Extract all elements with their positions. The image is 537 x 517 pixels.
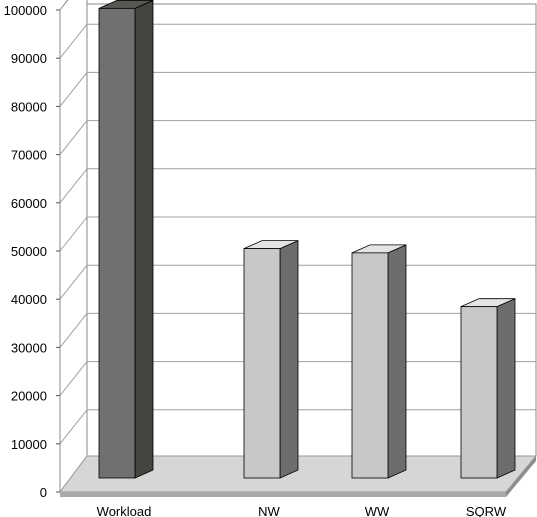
y-tick-label: 50000 bbox=[11, 244, 47, 259]
bars bbox=[98, 0, 516, 479]
x-category-label: SQRW bbox=[466, 504, 507, 517]
bar-ww bbox=[351, 244, 407, 479]
y-tick-label: 80000 bbox=[11, 99, 47, 114]
y-tick-label: 30000 bbox=[11, 340, 47, 355]
x-category-label: NW bbox=[258, 504, 280, 517]
bar-side bbox=[496, 298, 516, 479]
gridline-diagonal bbox=[59, 168, 88, 204]
gridline-diagonal bbox=[59, 264, 88, 300]
chart-floor bbox=[59, 455, 537, 497]
y-tick-label: 70000 bbox=[11, 148, 47, 163]
y-tick-label: 100000 bbox=[4, 3, 47, 18]
y-tick-label: 90000 bbox=[11, 51, 47, 66]
bar-front bbox=[243, 248, 281, 479]
bar-front bbox=[460, 306, 498, 479]
bar-side bbox=[279, 239, 299, 479]
bar-front bbox=[351, 252, 389, 479]
gridline-diagonal bbox=[59, 120, 88, 155]
x-category-label: Workload bbox=[97, 504, 152, 517]
bar-workload bbox=[98, 0, 154, 479]
gridline-diagonal bbox=[59, 0, 69, 11]
bar-sqrw bbox=[460, 298, 516, 479]
floor-edge-front bbox=[60, 492, 506, 497]
gridline-diagonal bbox=[59, 216, 88, 252]
gridline-diagonal bbox=[59, 23, 88, 59]
y-tick-label: 20000 bbox=[11, 389, 47, 404]
gridline-diagonal bbox=[59, 361, 88, 396]
y-tick-label: 0 bbox=[40, 485, 47, 500]
x-axis-labels: Workload NW WW SQRW bbox=[97, 504, 507, 517]
gridline-diagonal bbox=[59, 72, 88, 107]
bar-side bbox=[387, 244, 407, 479]
gridline-diagonal bbox=[59, 409, 88, 445]
x-category-label: WW bbox=[365, 504, 390, 517]
y-axis-ticks: 0 10000 20000 30000 40000 50000 60000 70000 8000… bbox=[4, 3, 47, 500]
y-tick-label: 10000 bbox=[11, 437, 47, 452]
bar-nw bbox=[243, 239, 299, 479]
y-tick-label: 60000 bbox=[11, 196, 47, 211]
bar-front bbox=[98, 7, 136, 479]
gridline-diagonal bbox=[59, 313, 88, 348]
y-tick-label: 40000 bbox=[11, 292, 47, 307]
bar-side bbox=[134, 0, 154, 479]
floor-edge-side bbox=[506, 456, 536, 497]
